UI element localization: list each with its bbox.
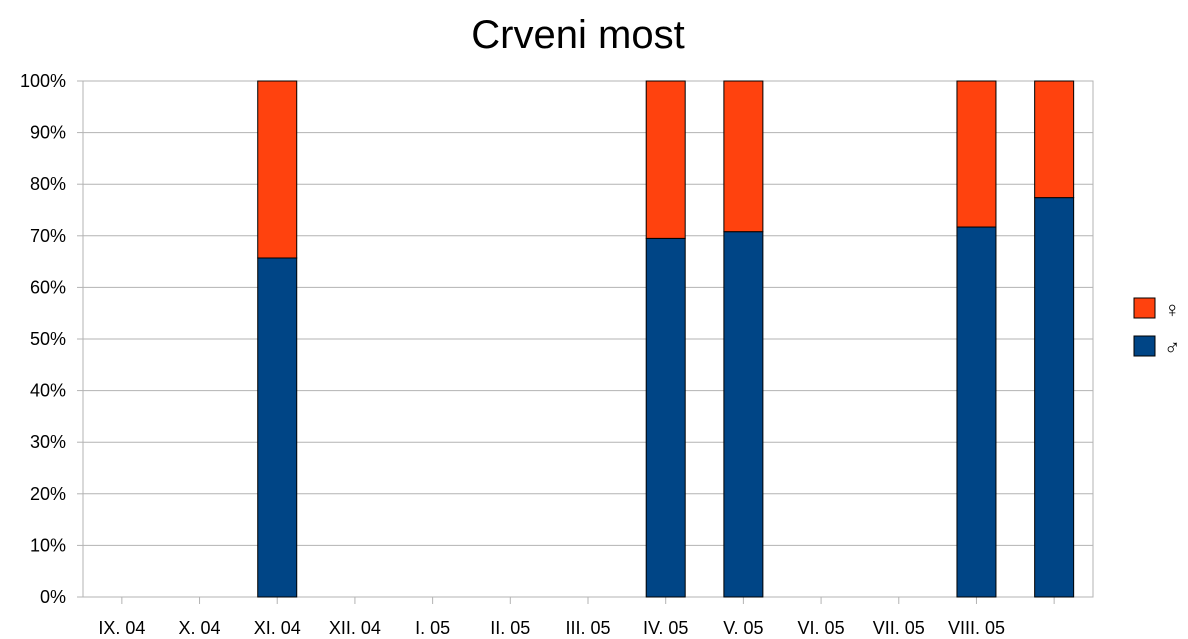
y-tick-label: 90% [30, 123, 66, 143]
x-tick-label: II. 05 [490, 618, 530, 638]
bar-segment [1034, 197, 1075, 598]
bar-segment [956, 226, 997, 598]
bar-segment [956, 80, 997, 228]
x-tick-label: V. 05 [723, 618, 763, 638]
bar-segment [645, 80, 686, 239]
x-tick-label: XII. 04 [329, 618, 381, 638]
x-tick-label: VII. 05 [873, 618, 925, 638]
y-tick-label: 30% [30, 432, 66, 452]
y-tick-label: 10% [30, 535, 66, 555]
chart-title: Crveni most [471, 13, 684, 57]
legend-swatch [1133, 297, 1156, 319]
x-tick-label: IV. 05 [643, 618, 688, 638]
legend-label: ♀ [1164, 297, 1181, 322]
y-tick-label: 50% [30, 329, 66, 349]
y-tick-label: 70% [30, 226, 66, 246]
x-tick-label: VI. 05 [798, 618, 845, 638]
plot-area: 0% 10% 20% 30% 40% 50% 60% 70% 80% 90% 100% IX. 04 X… [20, 71, 1094, 638]
x-tick-label: III. 05 [565, 618, 610, 638]
y-tick-label: 100% [20, 71, 66, 91]
y-tick-label: 20% [30, 484, 66, 504]
x-tick-label: XI. 04 [254, 618, 301, 638]
legend-label: ♂ [1164, 335, 1181, 360]
bar-segment [1034, 80, 1075, 199]
bar-segment [645, 237, 686, 598]
legend: ♀♂ [1133, 297, 1181, 360]
y-tick-label: 80% [30, 174, 66, 194]
x-tick-label: X. 04 [179, 618, 221, 638]
x-tick-label: VIII. 05 [948, 618, 1005, 638]
legend-swatch [1133, 335, 1156, 357]
y-tick-label: 0% [40, 587, 66, 607]
y-tick-label: 40% [30, 381, 66, 401]
y-tick-label: 60% [30, 277, 66, 297]
x-tick-label: I. 05 [415, 618, 450, 638]
bar-segment [723, 231, 764, 598]
bar-segment [257, 257, 298, 598]
x-tick-label: IX. 04 [98, 618, 145, 638]
bar-segment [257, 80, 298, 259]
bar-segment [723, 80, 764, 233]
